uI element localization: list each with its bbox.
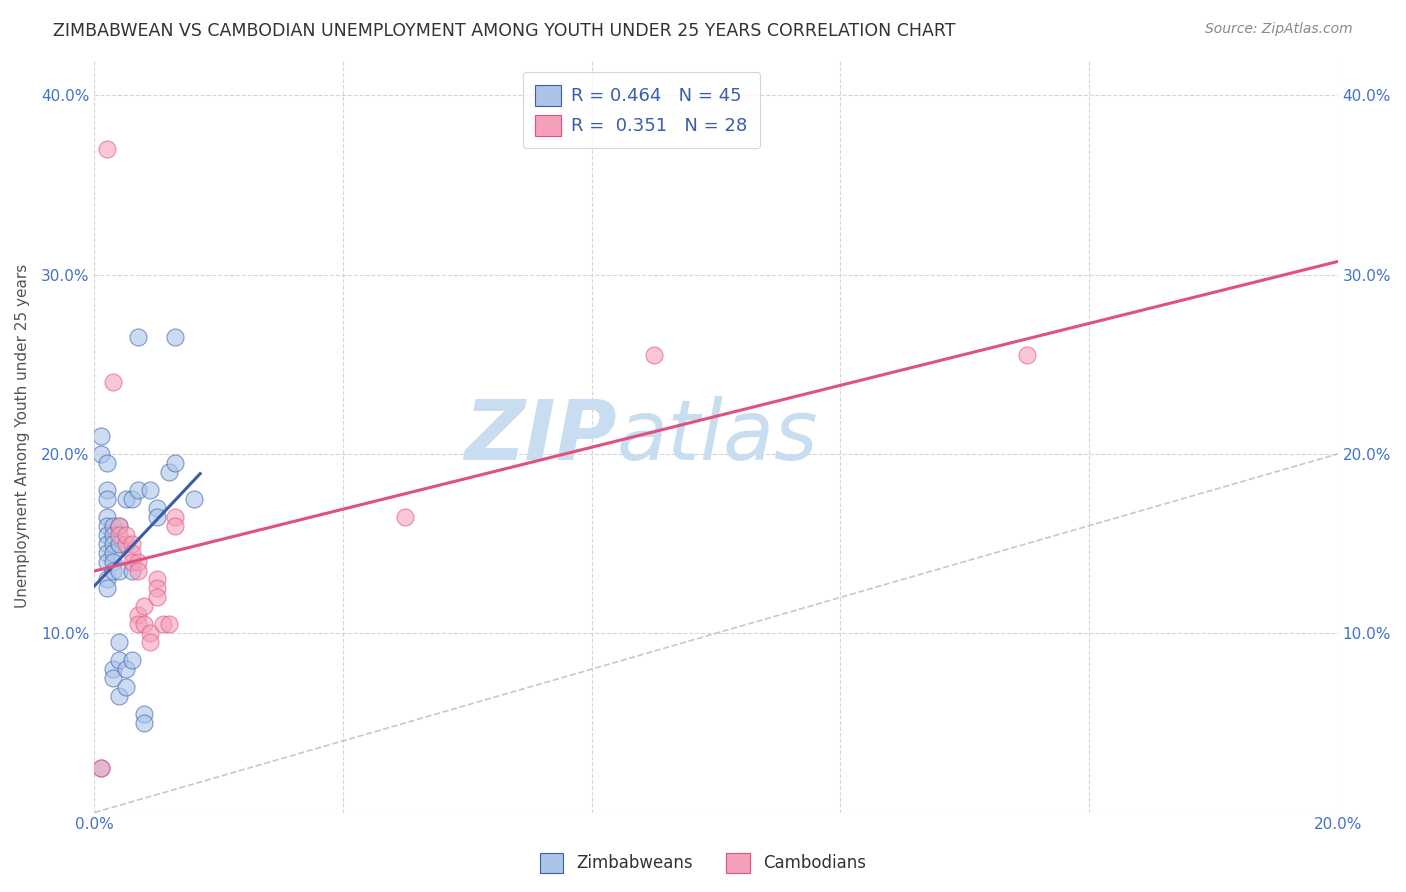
Point bbox=[108, 536, 131, 550]
Point bbox=[90, 761, 112, 775]
Point bbox=[96, 582, 118, 596]
Point bbox=[145, 591, 167, 605]
Point bbox=[108, 518, 131, 533]
Point bbox=[165, 509, 187, 524]
Point bbox=[183, 491, 205, 506]
Point bbox=[96, 536, 118, 550]
Point bbox=[127, 617, 149, 632]
Point bbox=[96, 491, 118, 506]
Point bbox=[165, 456, 187, 470]
Point bbox=[114, 680, 136, 694]
Point bbox=[96, 483, 118, 497]
Point bbox=[108, 518, 131, 533]
Point bbox=[101, 555, 124, 569]
Point bbox=[157, 617, 180, 632]
Point bbox=[1015, 348, 1038, 362]
Point bbox=[101, 518, 124, 533]
Legend: R = 0.464   N = 45, R =  0.351   N = 28: R = 0.464 N = 45, R = 0.351 N = 28 bbox=[523, 72, 761, 148]
Point bbox=[165, 330, 187, 344]
Point bbox=[134, 715, 156, 730]
Text: ZIP: ZIP bbox=[464, 395, 617, 476]
Point bbox=[96, 509, 118, 524]
Point bbox=[101, 564, 124, 578]
Text: Source: ZipAtlas.com: Source: ZipAtlas.com bbox=[1205, 22, 1353, 37]
Point bbox=[108, 564, 131, 578]
Point bbox=[134, 599, 156, 614]
Point bbox=[145, 509, 167, 524]
Point bbox=[101, 546, 124, 560]
Point bbox=[145, 573, 167, 587]
Text: ZIMBABWEAN VS CAMBODIAN UNEMPLOYMENT AMONG YOUTH UNDER 25 YEARS CORRELATION CHAR: ZIMBABWEAN VS CAMBODIAN UNEMPLOYMENT AMO… bbox=[53, 22, 956, 40]
Point bbox=[90, 761, 112, 775]
Point bbox=[96, 518, 118, 533]
Point bbox=[127, 483, 149, 497]
Point bbox=[101, 527, 124, 541]
Point bbox=[139, 626, 162, 640]
Point bbox=[96, 142, 118, 156]
Point bbox=[108, 527, 131, 541]
Point bbox=[90, 447, 112, 461]
Point bbox=[165, 518, 187, 533]
Point bbox=[114, 527, 136, 541]
Point bbox=[101, 671, 124, 685]
Point bbox=[127, 555, 149, 569]
Point bbox=[121, 491, 143, 506]
Text: atlas: atlas bbox=[617, 395, 818, 476]
Point bbox=[101, 376, 124, 390]
Point bbox=[157, 465, 180, 479]
Point bbox=[96, 573, 118, 587]
Point bbox=[108, 635, 131, 649]
Point bbox=[101, 536, 124, 550]
Point bbox=[114, 491, 136, 506]
Point bbox=[145, 500, 167, 515]
Point bbox=[121, 564, 143, 578]
Point bbox=[90, 429, 112, 443]
Point bbox=[152, 617, 174, 632]
Point bbox=[139, 635, 162, 649]
Point bbox=[121, 555, 143, 569]
Point bbox=[96, 555, 118, 569]
Point bbox=[127, 330, 149, 344]
Point bbox=[139, 483, 162, 497]
Point bbox=[121, 546, 143, 560]
Point bbox=[96, 527, 118, 541]
Point bbox=[134, 706, 156, 721]
Legend: Zimbabweans, Cambodians: Zimbabweans, Cambodians bbox=[533, 847, 873, 880]
Point bbox=[108, 653, 131, 667]
Point bbox=[394, 509, 416, 524]
Point bbox=[127, 608, 149, 623]
Point bbox=[108, 689, 131, 703]
Point bbox=[145, 582, 167, 596]
Point bbox=[96, 546, 118, 560]
Point bbox=[121, 653, 143, 667]
Y-axis label: Unemployment Among Youth under 25 years: Unemployment Among Youth under 25 years bbox=[15, 264, 30, 608]
Point bbox=[101, 662, 124, 676]
Point bbox=[121, 536, 143, 550]
Point bbox=[96, 456, 118, 470]
Point bbox=[134, 617, 156, 632]
Point bbox=[643, 348, 665, 362]
Point bbox=[114, 536, 136, 550]
Point bbox=[127, 564, 149, 578]
Point bbox=[114, 662, 136, 676]
